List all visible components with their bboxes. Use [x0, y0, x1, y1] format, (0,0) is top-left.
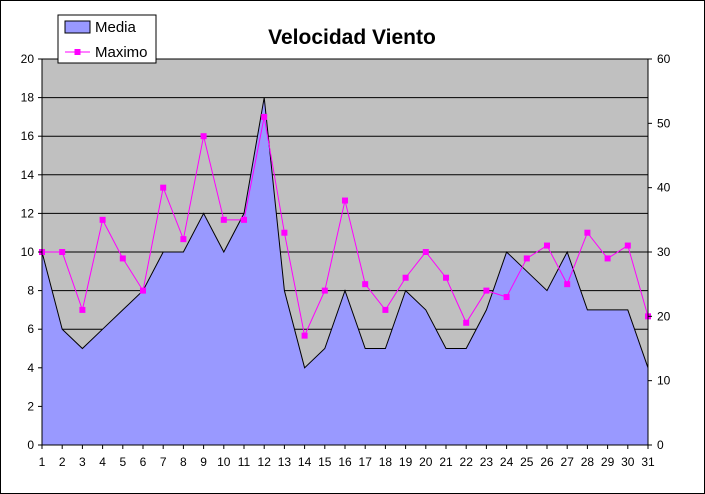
maximo-marker: [503, 294, 510, 301]
left-tick-label: 14: [21, 168, 35, 182]
maximo-marker: [200, 133, 207, 140]
x-tick-label: 3: [79, 455, 86, 469]
x-tick-label: 29: [601, 455, 615, 469]
maximo-marker: [59, 249, 66, 255]
maximo-marker: [79, 306, 86, 313]
x-tick-label: 12: [258, 455, 272, 469]
right-tick-label: 10: [657, 374, 671, 388]
maximo-marker: [342, 197, 348, 204]
maximo-marker: [140, 287, 146, 294]
x-tick-label: 18: [379, 455, 393, 469]
left-tick-label: 10: [21, 245, 35, 259]
x-tick-label: 22: [460, 455, 474, 469]
legend-media-label: Media: [95, 19, 137, 36]
maximo-marker: [463, 319, 470, 326]
maximo-marker: [523, 255, 530, 262]
maximo-marker: [604, 255, 611, 262]
x-tick-label: 17: [359, 455, 373, 469]
x-tick-label: 14: [298, 455, 312, 469]
maximo-marker: [180, 236, 187, 243]
left-tick-label: 18: [21, 91, 35, 105]
right-tick-label: 20: [657, 309, 671, 323]
legend: Media Maximo: [57, 14, 157, 64]
legend-maximo-marker: [74, 49, 81, 55]
x-tick-label: 4: [99, 455, 106, 469]
x-tick-label: 16: [338, 455, 352, 469]
left-tick-label: 8: [27, 284, 34, 298]
maximo-marker: [564, 281, 571, 288]
right-tick-label: 40: [657, 181, 671, 195]
maximo-marker: [483, 287, 490, 294]
chart-title: Velocidad Viento: [268, 26, 436, 49]
maximo-marker: [220, 216, 227, 223]
maximo-marker: [99, 216, 106, 223]
x-tick-label: 2: [59, 455, 66, 469]
left-tick-label: 2: [27, 399, 34, 413]
x-tick-label: 20: [419, 455, 433, 469]
x-tick-label: 31: [641, 455, 655, 469]
x-tick-label: 30: [621, 455, 635, 469]
x-tick-label: 9: [200, 455, 207, 469]
x-tick-label: 24: [500, 455, 514, 469]
x-tick-label: 7: [160, 455, 167, 469]
x-tick-label: 15: [318, 455, 332, 469]
maximo-marker: [443, 274, 449, 281]
maximo-marker: [402, 274, 409, 281]
maximo-marker: [321, 287, 328, 294]
maximo-marker: [119, 255, 126, 262]
x-tick-label: 27: [561, 455, 575, 469]
legend-media-swatch: [64, 20, 91, 34]
right-tick-label: 50: [657, 116, 671, 130]
x-tick-label: 13: [278, 455, 292, 469]
maximo-marker: [422, 249, 429, 255]
x-tick-label: 21: [439, 455, 453, 469]
left-tick-label: 12: [21, 206, 35, 220]
maximo-marker: [382, 306, 389, 313]
maximo-marker: [544, 242, 550, 249]
left-tick-label: 6: [27, 322, 34, 336]
media-area-series: [42, 97, 648, 445]
maximo-marker: [160, 184, 167, 191]
left-tick-label: 4: [27, 361, 34, 375]
maximo-marker: [362, 281, 369, 288]
x-tick-label: 11: [238, 455, 251, 469]
maximo-series: [39, 97, 651, 369]
maximo-marker: [301, 332, 308, 339]
x-tick-label: 1: [39, 455, 46, 469]
x-tick-label: 25: [520, 455, 534, 469]
right-tick-label: 30: [657, 245, 671, 259]
x-tick-label: 8: [180, 455, 187, 469]
left-tick-label: 0: [27, 438, 34, 452]
maximo-marker: [261, 113, 268, 120]
right-tick-label: 0: [657, 438, 664, 452]
maximo-marker: [281, 229, 288, 236]
x-tick-label: 6: [140, 455, 147, 469]
x-tick-label: 28: [581, 455, 595, 469]
maximo-marker: [584, 229, 591, 236]
x-tick-label: 10: [217, 455, 231, 469]
x-tick-label: 26: [540, 455, 554, 469]
right-tick-label: 60: [657, 52, 671, 66]
left-tick-label: 20: [21, 52, 35, 66]
legend-maximo-label: Maximo: [95, 44, 148, 61]
left-tick-label: 16: [21, 129, 35, 143]
maximo-marker: [624, 242, 631, 249]
maximo-marker: [241, 216, 247, 223]
x-tick-label: 5: [119, 455, 126, 469]
x-tick-label: 19: [399, 455, 413, 469]
x-tick-label: 23: [480, 455, 494, 469]
